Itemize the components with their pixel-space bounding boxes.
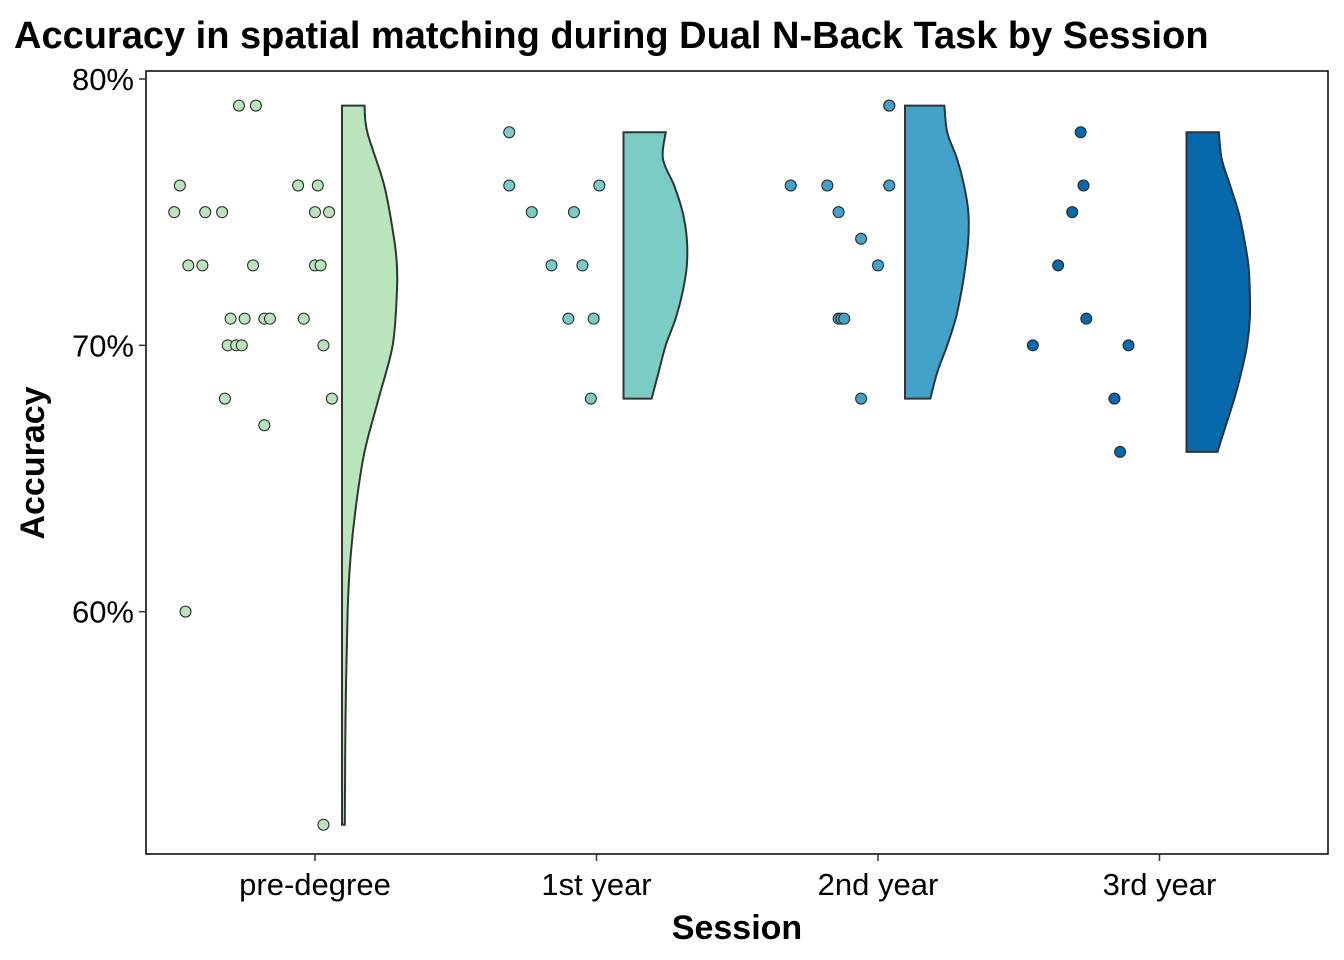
data-point [292,179,305,192]
data-point [168,206,181,219]
violin-4 [1185,131,1252,453]
data-point [232,99,245,112]
x-tick-label: pre-degree [239,867,391,902]
data-point [883,179,896,192]
data-point [325,392,338,405]
data-point [224,312,237,325]
y-tick-label: 60% [72,595,134,630]
axes: 60% 70% 80% pre-degree 1st year 2nd year 3rd y… [72,62,1329,902]
x-axis-title: Session [672,909,802,947]
data-point [883,99,896,112]
y-tick-label: 70% [72,328,134,363]
data-point [314,259,327,272]
violin-3 [904,104,970,400]
data-point [238,312,251,325]
data-point [872,259,884,272]
plot-area [168,99,1252,831]
data-point [173,179,186,192]
data-point [309,206,321,219]
data-point [1052,259,1065,272]
data-point [199,206,212,219]
data-point [235,339,248,352]
data-point [1122,339,1135,352]
data-point [784,179,797,192]
x-tick-label: 2nd year [818,867,939,902]
data-point [182,259,195,272]
data-point [821,179,834,192]
data-point [311,179,324,192]
data-point [247,259,260,272]
data-point [263,312,276,325]
y-tick-label: 80% [72,62,134,97]
data-point [1074,126,1087,139]
x-tick-label: 1st year [541,867,651,902]
data-point [317,818,330,831]
data-point [249,99,262,112]
data-point [179,605,192,618]
data-point [838,312,851,325]
data-point [1108,392,1121,405]
y-axis-title: Accuracy [14,386,52,539]
chart-title: Accuracy in spatial matching during Dual… [14,15,1209,57]
data-point [1026,339,1039,352]
data-point [1077,179,1090,192]
data-point [567,206,580,219]
data-point [1066,206,1079,219]
data-point [832,206,845,219]
data-point [1080,312,1093,325]
violin-2 [622,131,689,400]
data-point [525,206,538,219]
data-point [562,312,575,325]
data-point [317,339,330,352]
data-point [1114,445,1127,458]
data-point [587,312,600,325]
data-point [576,259,589,272]
data-point [196,259,209,272]
data-point [503,179,516,192]
violin-1 [341,104,399,826]
data-point [584,392,597,405]
data-point [297,312,310,325]
data-point [855,392,868,405]
data-point [545,259,558,272]
panel-border [145,70,1329,855]
data-point [218,392,231,405]
data-point [593,179,606,192]
data-point [503,126,516,139]
x-tick-label: 3rd year [1103,867,1217,902]
data-point [216,206,229,219]
data-point [323,206,336,219]
data-point [855,232,868,245]
data-point [258,419,271,432]
